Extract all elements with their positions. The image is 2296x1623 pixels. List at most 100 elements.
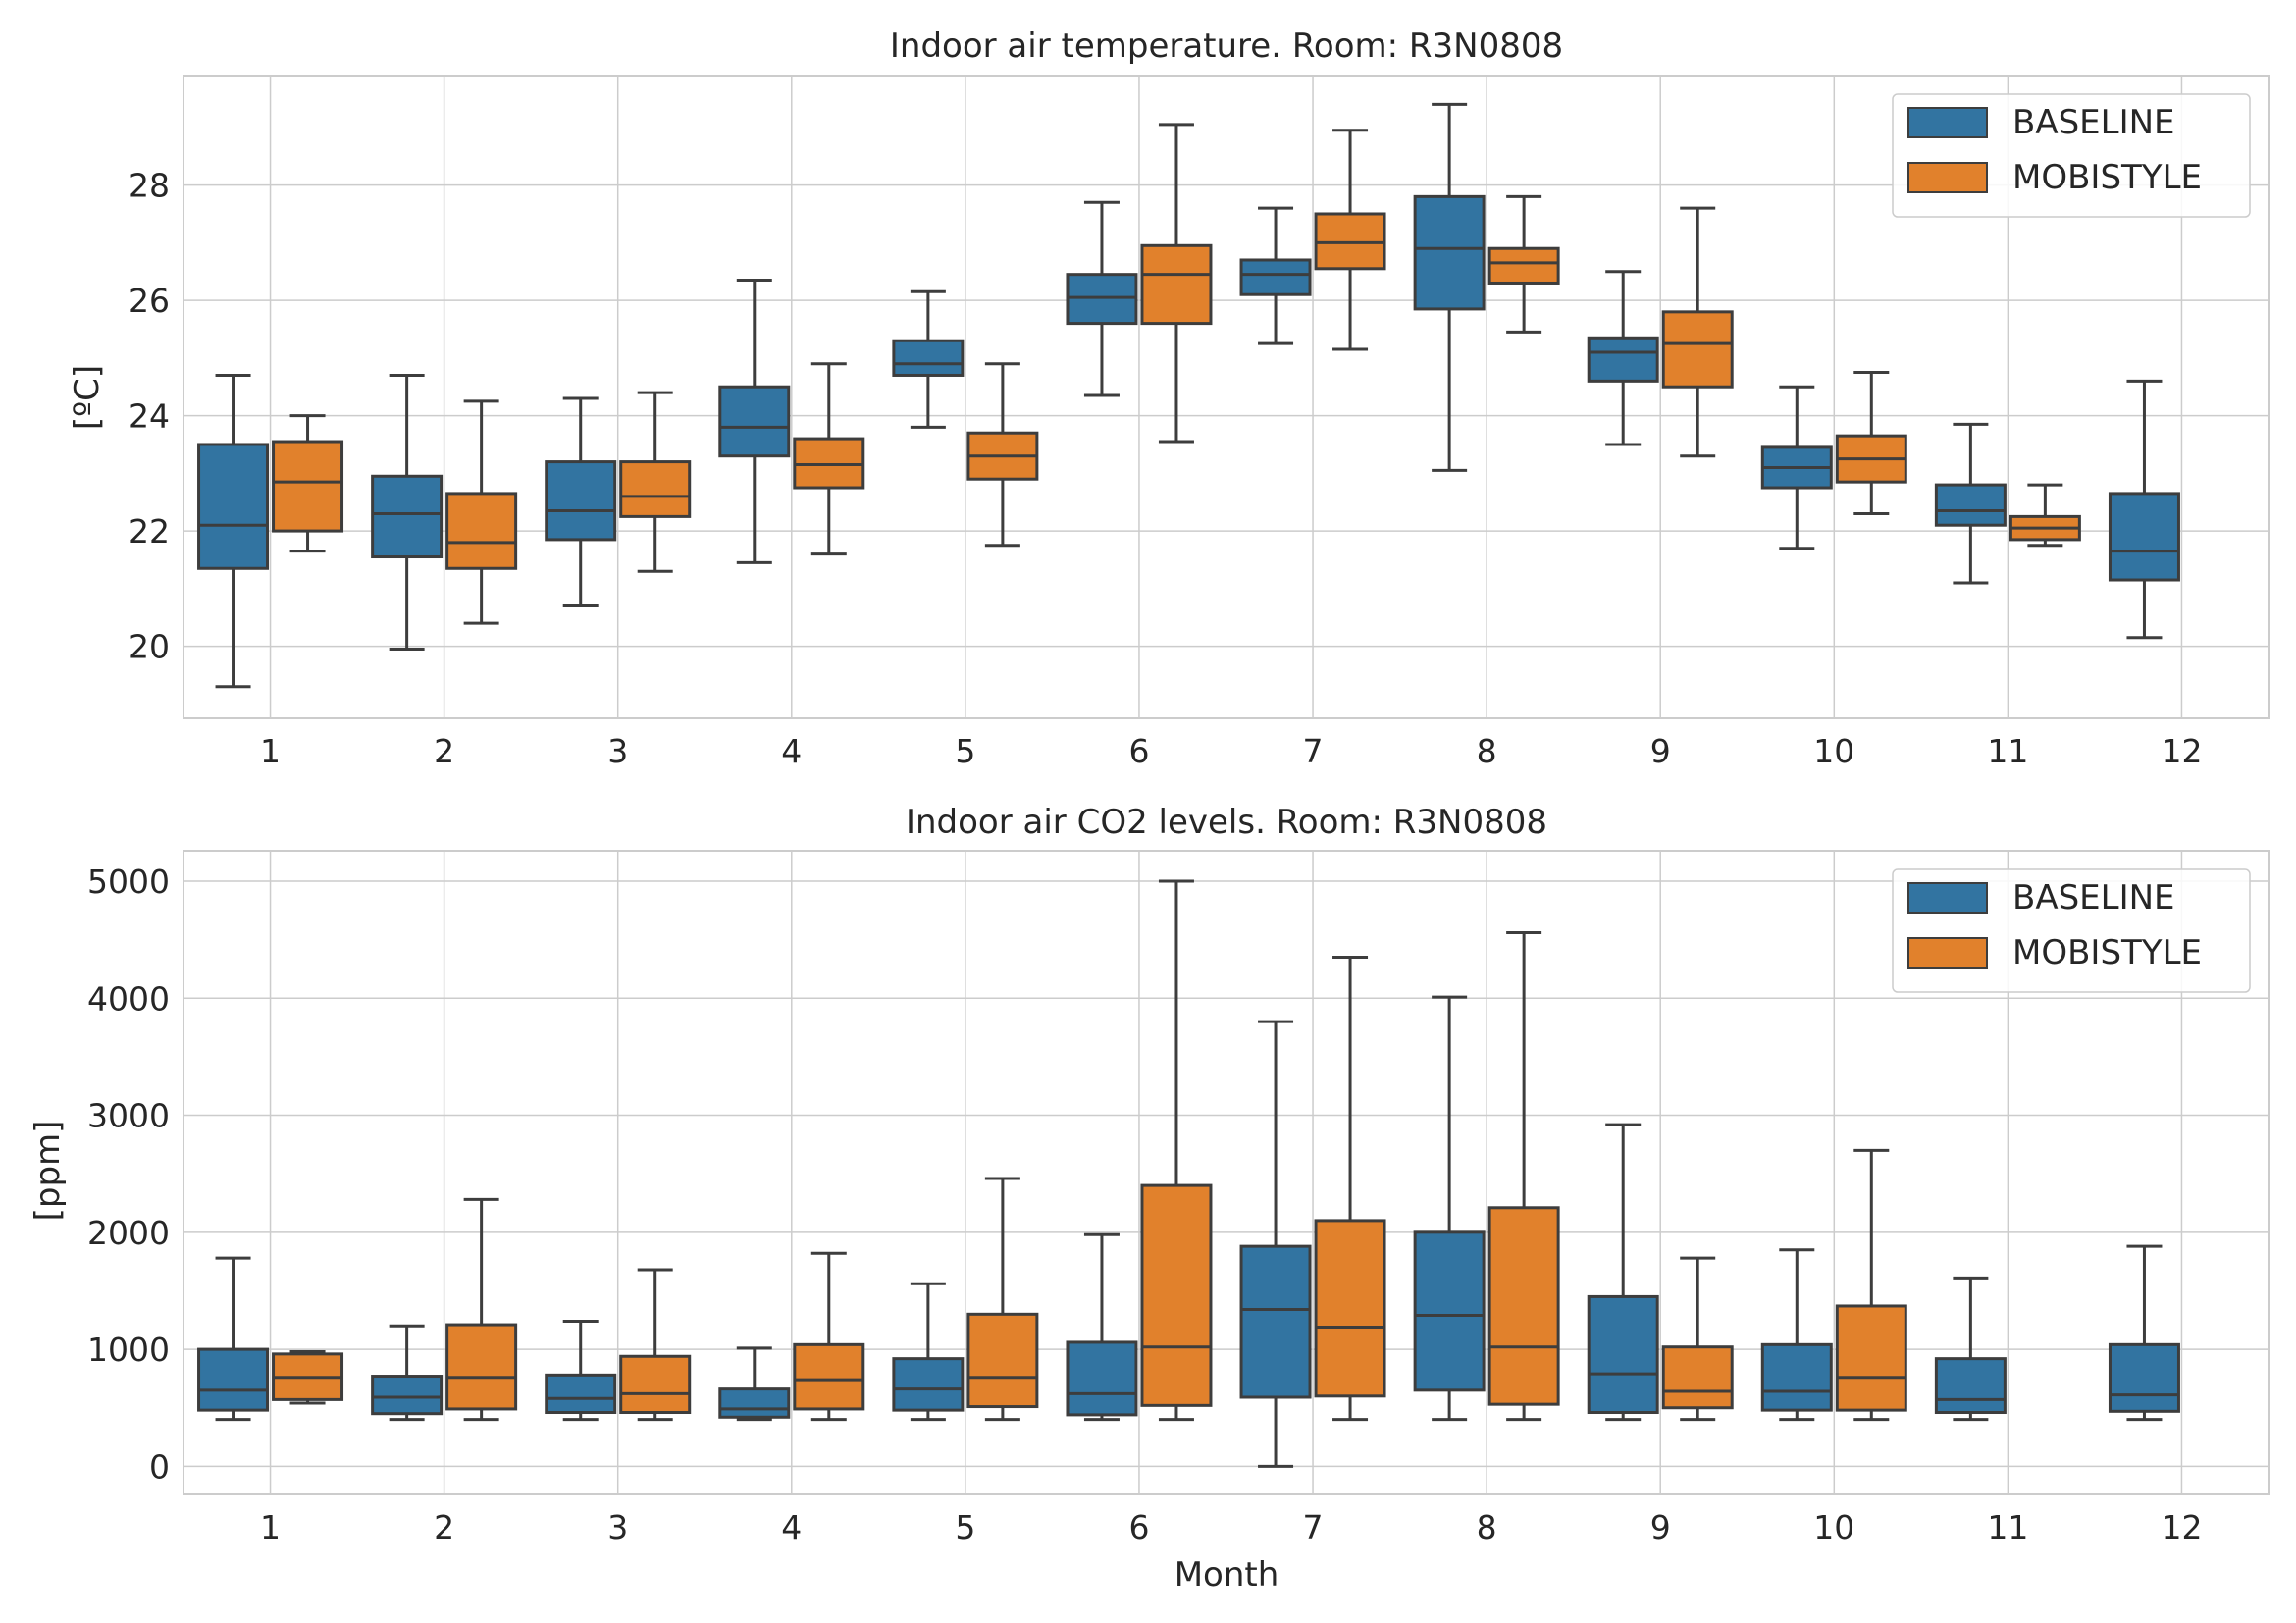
temperature-box-mobistyle xyxy=(793,362,865,556)
co2-x-tick-label: 1 xyxy=(260,1508,281,1546)
iqr-box xyxy=(1140,1183,1213,1407)
temperature-box-baseline xyxy=(1239,206,1312,345)
co2-box-baseline xyxy=(545,1319,617,1422)
temperature-legend-label-baseline: BASELINE xyxy=(2012,103,2175,142)
temperature-box-baseline xyxy=(371,373,444,652)
co2-x-tick-label: 2 xyxy=(434,1508,454,1546)
co2-box-mobistyle xyxy=(1487,930,1560,1422)
temperature-box-mobistyle xyxy=(445,399,518,625)
temperature-x-tick-label: 4 xyxy=(781,732,802,770)
co2-y-axis-label: [ppm] xyxy=(28,1121,68,1222)
iqr-box xyxy=(197,443,270,570)
iqr-box xyxy=(1661,310,1734,389)
iqr-box xyxy=(1314,1219,1386,1398)
iqr-box xyxy=(272,440,344,533)
temperature-box-baseline xyxy=(1066,200,1138,397)
temperature-x-tick-label: 2 xyxy=(434,732,454,770)
co2-x-tick-label: 5 xyxy=(955,1508,975,1546)
iqr-box xyxy=(793,1342,865,1411)
co2-y-tick-label: 0 xyxy=(149,1447,170,1486)
co2-box-mobistyle xyxy=(619,1268,692,1422)
iqr-box xyxy=(1760,1342,1833,1412)
iqr-box xyxy=(2108,1342,2180,1413)
iqr-box xyxy=(545,460,617,542)
co2-x-tick-label: 7 xyxy=(1303,1508,1324,1546)
temperature-x-tick-label: 11 xyxy=(1987,732,2028,770)
iqr-box xyxy=(1487,1206,1560,1406)
co2-x-tick-label: 10 xyxy=(1813,1508,1854,1546)
temperature-box-baseline xyxy=(1413,102,1486,472)
co2-x-tick-label: 11 xyxy=(1987,1508,2028,1546)
temperature-plot-frame xyxy=(183,75,2270,719)
iqr-box xyxy=(1140,243,1213,326)
co2-y-tick-label: 4000 xyxy=(87,979,170,1018)
iqr-box xyxy=(1934,1357,2007,1415)
temperature-boxes xyxy=(197,102,2180,689)
temperature-panel: Indoor air temperature. Room: R3N0808 [º… xyxy=(68,26,2270,770)
co2-box-baseline xyxy=(1760,1248,1833,1422)
iqr-box xyxy=(1413,1230,1486,1392)
temperature-legend-swatch-baseline xyxy=(1907,107,1988,138)
temperature-box-baseline xyxy=(197,373,270,689)
temperature-box-mobistyle xyxy=(1835,371,1907,515)
co2-x-tick-label: 4 xyxy=(781,1508,802,1546)
iqr-box xyxy=(1661,1345,1734,1410)
iqr-box xyxy=(718,385,791,458)
temperature-x-tick-label: 8 xyxy=(1477,732,1497,770)
co2-boxes xyxy=(197,879,2180,1468)
temperature-legend: BASELINE MOBISTYLE xyxy=(1892,93,2251,218)
co2-box-baseline xyxy=(1239,1020,1312,1468)
temperature-box-baseline xyxy=(545,396,617,607)
temperature-box-mobistyle xyxy=(1661,206,1734,458)
temperature-x-tick-label: 1 xyxy=(260,732,281,770)
temperature-box-baseline xyxy=(1760,385,1833,550)
temperature-box-mobistyle xyxy=(1140,123,1213,444)
iqr-box xyxy=(1066,1340,1138,1417)
temperature-x-tick-label: 12 xyxy=(2161,732,2202,770)
iqr-box xyxy=(718,1387,791,1419)
temperature-y-tick-label: 22 xyxy=(129,512,170,550)
temperature-x-tick-label: 6 xyxy=(1128,732,1149,770)
temperature-legend-swatch-mobistyle xyxy=(1907,162,1988,193)
co2-box-baseline xyxy=(1934,1276,2007,1422)
temperature-box-mobistyle xyxy=(1314,129,1386,351)
iqr-box xyxy=(892,1357,965,1412)
temperature-x-tick-label: 5 xyxy=(955,732,975,770)
co2-box-mobistyle xyxy=(793,1251,865,1422)
iqr-box xyxy=(1239,1244,1312,1399)
co2-legend-swatch-mobistyle xyxy=(1907,937,1988,969)
iqr-box xyxy=(545,1373,617,1415)
iqr-box xyxy=(619,460,692,518)
temperature-legend-label-mobistyle: MOBISTYLE xyxy=(2012,158,2202,197)
temperature-box-baseline xyxy=(2108,379,2180,640)
iqr-box xyxy=(1413,194,1486,311)
co2-box-baseline xyxy=(2108,1244,2180,1422)
iqr-box xyxy=(1587,336,1659,383)
co2-box-baseline xyxy=(718,1346,791,1422)
co2-y-tick-label: 5000 xyxy=(87,863,170,901)
co2-x-tick-label: 9 xyxy=(1650,1508,1671,1546)
co2-legend: BASELINE MOBISTYLE xyxy=(1892,868,2251,993)
co2-y-tick-label: 2000 xyxy=(87,1214,170,1252)
co2-box-mobistyle xyxy=(1661,1256,1734,1422)
temperature-box-baseline xyxy=(892,289,965,429)
co2-box-mobistyle xyxy=(1835,1148,1907,1422)
iqr-box xyxy=(197,1347,270,1412)
co2-x-tick-label: 12 xyxy=(2161,1508,2202,1546)
temperature-box-mobistyle xyxy=(966,362,1039,548)
temperature-box-mobistyle xyxy=(272,414,344,553)
co2-box-mobistyle xyxy=(1314,956,1386,1422)
co2-legend-label-baseline: BASELINE xyxy=(2012,878,2175,917)
co2-x-tick-label: 6 xyxy=(1128,1508,1149,1546)
co2-box-mobistyle xyxy=(1140,879,1213,1422)
temperature-y-tick-label: 28 xyxy=(129,167,170,205)
co2-box-mobistyle xyxy=(966,1177,1039,1422)
co2-x-axis-label: Month xyxy=(1174,1555,1279,1595)
co2-box-mobistyle xyxy=(445,1197,518,1422)
co2-y-tick-label: 1000 xyxy=(87,1331,170,1369)
temperature-x-tick-label: 10 xyxy=(1813,732,1854,770)
iqr-box xyxy=(445,1323,518,1411)
temperature-box-mobistyle xyxy=(1487,194,1560,334)
iqr-box xyxy=(619,1354,692,1415)
